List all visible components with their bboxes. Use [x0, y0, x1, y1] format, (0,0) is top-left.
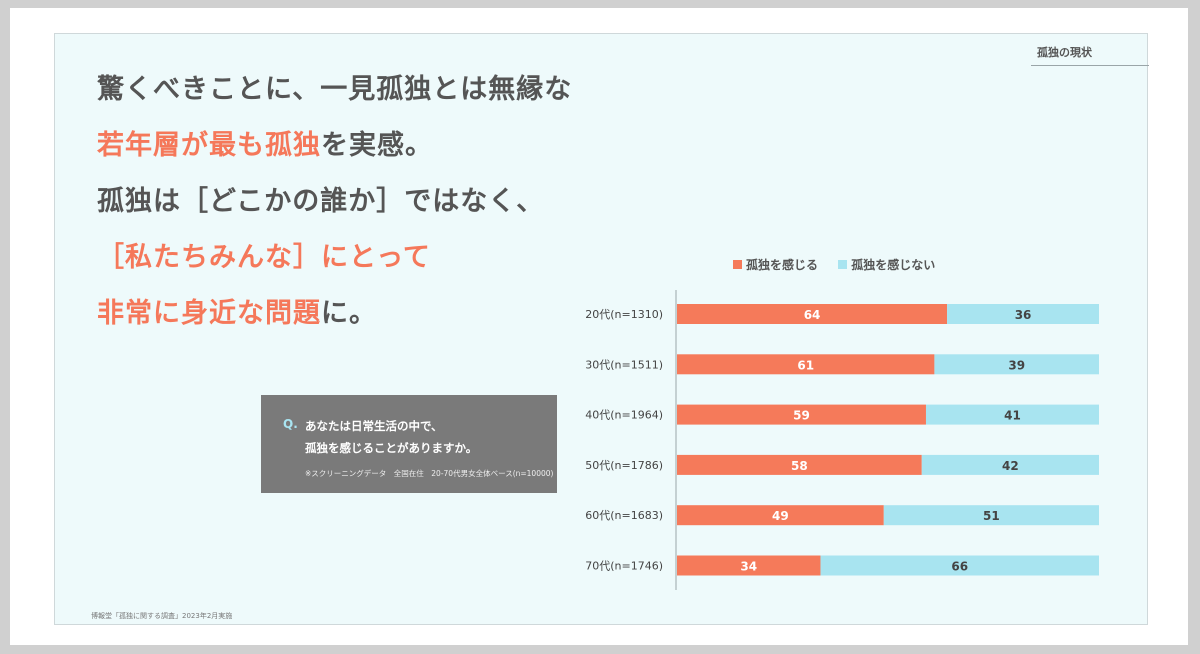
question-box: Q. あなたは日常生活の中で、 孤独を感じることがありますか。 ※スクリーニング… [261, 395, 557, 493]
value-label: 61 [797, 358, 814, 372]
headline-line-3: 孤独は［どこかの誰か］ではなく、 [97, 186, 545, 217]
bar-feel [677, 304, 948, 324]
headline-line-4: ［私たちみんな］にとって [97, 242, 431, 273]
value-label: 39 [1008, 358, 1025, 372]
bar-not-feel [925, 404, 1099, 425]
stacked-bar-chart: 20代(n=1310) 64 36 30代(n=1511) 61 39 40代(n=1964… [585, 290, 1099, 590]
value-label: 64 [804, 308, 821, 322]
headline-line-5: 非常に身近な問題に。 [97, 298, 377, 329]
value-label: 34 [740, 560, 757, 574]
headline-accent-2: 非常に身近な問題 [97, 298, 321, 329]
value-label: 49 [772, 509, 789, 523]
bar-not-feel [934, 354, 1099, 375]
question-text: あなたは日常生活の中で、 孤独を感じることがありますか。 [305, 419, 478, 455]
bar-not-feel [820, 555, 1099, 576]
section-divider [1031, 65, 1149, 66]
bar-feel [677, 404, 926, 425]
category-label: 30代(n=1511) [585, 358, 663, 371]
legend-swatch-not-feel [838, 260, 848, 269]
bar-not-feel [947, 304, 1099, 324]
category-label: 20代(n=1310) [585, 308, 663, 321]
bar-feel [677, 505, 884, 526]
category-label: 50代(n=1786) [585, 459, 663, 472]
category-label: 60代(n=1683) [585, 509, 663, 522]
question-mark: Q. [283, 417, 298, 431]
category-label: 40代(n=1964) [585, 409, 663, 422]
bar-feel [677, 555, 821, 576]
legend-item-feel: 孤独を感じる [733, 256, 818, 273]
headline-line-2: 若年層が最も孤独を実感。 [97, 130, 433, 161]
value-label: 51 [983, 509, 1000, 523]
bar-not-feel [921, 454, 1099, 475]
bar-feel [677, 454, 922, 475]
value-label: 66 [951, 560, 968, 574]
chart-legend: 孤独を感じる 孤独を感じない [733, 256, 951, 273]
source-note: 博報堂「孤独に関する調査」2023年2月実施 [91, 612, 233, 620]
headline: 驚くべきことに、一見孤独とは無縁な 若年層が最も孤独を実感。 孤独は［どこかの誰… [97, 72, 572, 352]
value-label: 58 [791, 459, 808, 473]
section-label: 孤独の現状 [1037, 46, 1092, 59]
value-label: 41 [1004, 409, 1021, 423]
bar-not-feel [883, 505, 1099, 526]
value-label: 36 [1015, 308, 1032, 322]
question-note: ※スクリーニングデータ 全国在住 20-70代男女全体ベース(n=10000) [305, 469, 554, 478]
category-label: 70代(n=1746) [585, 560, 663, 573]
legend-item-not-feel: 孤独を感じない [838, 256, 935, 273]
value-label: 42 [1002, 459, 1019, 473]
legend-swatch-feel [733, 260, 742, 269]
headline-accent-1: 若年層が最も孤独 [97, 130, 321, 161]
value-label: 59 [793, 409, 810, 423]
headline-line-1: 驚くべきことに、一見孤独とは無縁な [97, 74, 573, 105]
bar-feel [677, 354, 935, 375]
slide: 孤独の現状 驚くべきことに、一見孤独とは無縁な 若年層が最も孤独を実感。 孤独は… [54, 33, 1149, 625]
